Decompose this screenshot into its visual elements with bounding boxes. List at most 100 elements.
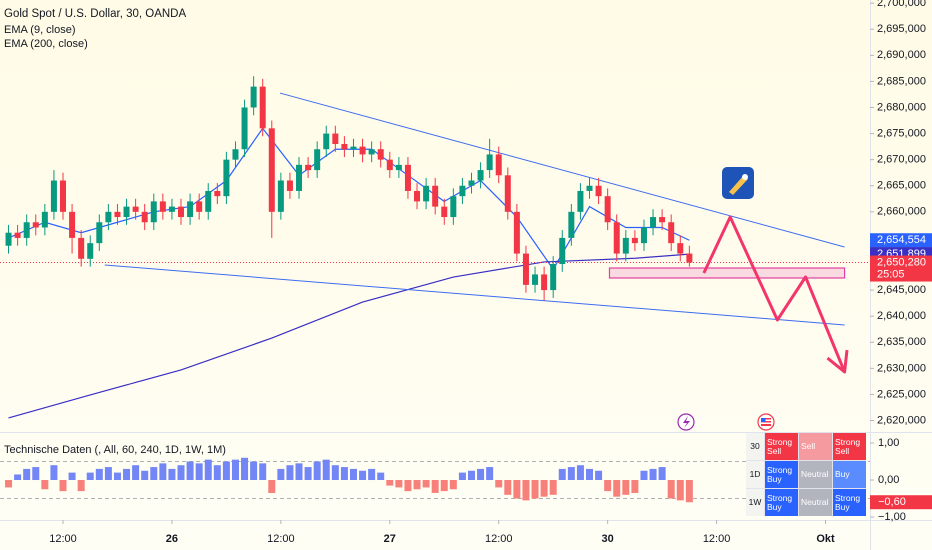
event-icons	[677, 413, 775, 431]
x-tick-label: 30	[602, 533, 614, 545]
candle-body	[559, 237, 566, 264]
histogram-bar	[413, 480, 421, 490]
histogram-bar	[204, 459, 212, 481]
candle-body	[223, 159, 230, 197]
y-tick-label: 2,675,000	[877, 127, 926, 139]
candle-body	[196, 201, 203, 212]
candle-body	[404, 164, 411, 191]
candle-body	[423, 185, 430, 202]
histogram-bar	[304, 467, 312, 481]
candle-body	[41, 211, 48, 228]
histogram-bar	[195, 463, 203, 481]
histogram-bar	[23, 468, 31, 481]
candle-body	[504, 175, 511, 212]
arrow-head	[826, 349, 849, 374]
histogram-bar	[449, 480, 457, 490]
histogram-bar	[295, 463, 303, 481]
histogram-bar	[667, 480, 675, 499]
histogram-bar	[259, 463, 267, 481]
histogram-bar	[504, 480, 512, 495]
main-pane	[0, 76, 870, 419]
histogram-bar	[14, 474, 22, 481]
legend-entry: EMA (9, close)	[4, 24, 76, 36]
histogram-bar	[313, 461, 321, 481]
y-tick-label: 2,685,000	[877, 75, 926, 87]
candle-body	[132, 206, 139, 212]
histogram-bar	[141, 470, 149, 481]
candle-body	[568, 211, 575, 238]
histogram-bar	[431, 480, 439, 493]
candle-body	[532, 274, 539, 285]
histogram-bar	[77, 480, 85, 492]
candle-body	[359, 146, 366, 155]
candle-body	[214, 190, 221, 197]
candle-body	[495, 154, 502, 176]
histogram-bar	[404, 480, 412, 492]
candle-body	[87, 243, 94, 259]
histogram-bar	[32, 467, 40, 481]
candle-body	[241, 107, 248, 150]
candle-body	[23, 222, 30, 238]
histogram-bar	[104, 467, 112, 481]
candle-body	[631, 237, 638, 244]
zone-box	[608, 267, 846, 279]
indicator-pane	[0, 457, 870, 503]
histogram-bar	[68, 472, 76, 481]
histogram-bar	[277, 468, 285, 481]
candle-body	[522, 253, 529, 285]
candle-body	[550, 264, 557, 291]
histogram-bar	[168, 468, 176, 481]
value-tag	[870, 495, 932, 510]
candle-body	[414, 190, 421, 202]
candle-body	[577, 190, 584, 212]
price-tag-label: 2,651,899	[877, 248, 926, 260]
candle-body	[150, 201, 157, 223]
histogram-bar	[177, 465, 185, 481]
histogram-bar	[422, 480, 430, 488]
candle-body	[613, 222, 620, 254]
histogram-bar	[50, 465, 58, 481]
histogram-bar	[458, 472, 466, 481]
histogram-bar	[268, 480, 276, 493]
histogram-bar	[486, 467, 494, 481]
x-tick-label: 12:00	[49, 533, 77, 545]
candle-body	[178, 206, 185, 218]
histogram-bar	[495, 480, 503, 488]
histogram-bar	[513, 480, 521, 499]
histogram-bar	[540, 480, 548, 497]
chart-title: Gold Spot / U.S. Dollar, 30, OANDA	[4, 8, 186, 20]
candle-body	[432, 185, 439, 207]
y-tick-label: 2,660,000	[877, 206, 926, 218]
candle-body	[50, 180, 57, 212]
forecast-arrow	[702, 215, 846, 373]
histogram-bar	[595, 470, 603, 481]
histogram-bar	[132, 465, 140, 481]
candle-body	[477, 170, 484, 181]
histogram-bar	[368, 468, 376, 481]
candle-body	[296, 164, 303, 191]
candle-body	[123, 206, 130, 218]
histogram-bar	[395, 480, 403, 488]
candle-body	[14, 232, 21, 238]
candle-body	[32, 222, 39, 228]
candle-body	[205, 190, 212, 212]
rating-cell: Neutral	[799, 461, 832, 488]
histogram-bar	[95, 468, 103, 481]
y-tick-label: 2,695,000	[877, 23, 926, 35]
candle-body	[105, 211, 112, 223]
y-tick-label: 2,645,000	[877, 284, 926, 296]
price-tag	[870, 255, 932, 282]
candle-body	[277, 180, 284, 212]
candle-body	[386, 159, 393, 171]
candle-body	[668, 222, 675, 244]
histogram-bar	[231, 459, 239, 481]
y-tick-label: 2,670,000	[877, 154, 926, 166]
histogram-bar	[286, 465, 294, 481]
timeframe-cell: 30	[746, 433, 764, 460]
histogram-bar	[522, 480, 530, 501]
candle-body	[323, 133, 330, 150]
candle-body	[640, 227, 647, 244]
x-tick-label: 12:00	[485, 533, 513, 545]
y-tick-label: 2,630,000	[877, 362, 926, 374]
